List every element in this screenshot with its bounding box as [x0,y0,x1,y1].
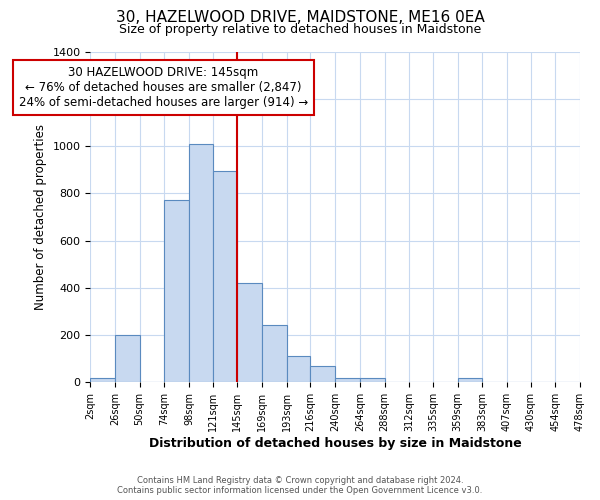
Bar [90,378,115,382]
X-axis label: Distribution of detached houses by size in Maidstone: Distribution of detached houses by size … [149,437,521,450]
Bar [212,171,238,382]
Text: Contains HM Land Registry data © Crown copyright and database right 2024.
Contai: Contains HM Land Registry data © Crown c… [118,476,482,495]
Bar [310,366,335,382]
Bar [360,378,385,382]
Text: 30 HAZELWOOD DRIVE: 145sqm
← 76% of detached houses are smaller (2,847)
24% of s: 30 HAZELWOOD DRIVE: 145sqm ← 76% of deta… [19,66,308,108]
Bar [458,378,482,382]
Y-axis label: Number of detached properties: Number of detached properties [34,124,47,310]
Text: 30, HAZELWOOD DRIVE, MAIDSTONE, ME16 0EA: 30, HAZELWOOD DRIVE, MAIDSTONE, ME16 0EA [116,10,484,25]
Bar [238,283,262,382]
Text: Size of property relative to detached houses in Maidstone: Size of property relative to detached ho… [119,22,481,36]
Bar [287,356,310,382]
Bar [189,144,212,382]
Bar [262,324,287,382]
Bar [164,200,189,382]
Bar [335,378,360,382]
Bar [115,335,140,382]
